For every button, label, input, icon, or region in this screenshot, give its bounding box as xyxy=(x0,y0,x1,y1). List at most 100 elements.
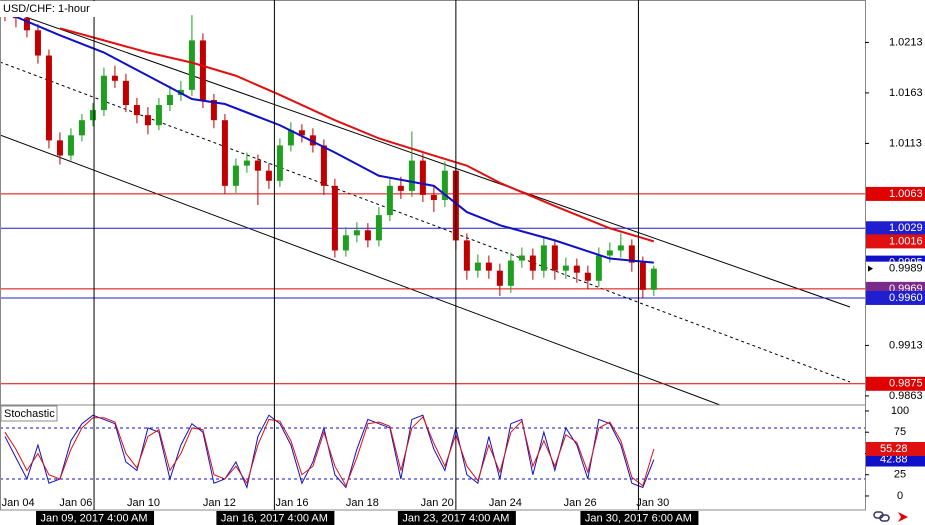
candle-body xyxy=(386,185,393,216)
channel-lower xyxy=(0,134,721,405)
channel-middle xyxy=(0,61,851,383)
candle-body xyxy=(397,185,404,191)
stochastic-panel xyxy=(0,414,865,490)
stochastic-tag: 55.28 xyxy=(880,443,908,455)
x-tick-label: Jan 10 xyxy=(127,497,160,509)
price-tag-box xyxy=(866,221,925,236)
candle-body xyxy=(298,130,305,136)
candle-body xyxy=(287,130,294,146)
candle-body xyxy=(276,145,283,181)
period-label: Jan 16, 2017 4:00 AM xyxy=(221,512,328,524)
stochastic-line xyxy=(4,414,655,490)
candle-body xyxy=(221,120,228,186)
candle-body xyxy=(595,255,602,281)
candle-body xyxy=(199,40,206,100)
price-tag: 0.9989 xyxy=(889,263,923,275)
period-label-box xyxy=(36,511,155,525)
stochastic-tag-box xyxy=(866,452,925,467)
candle-body xyxy=(496,270,503,286)
period-label: Jan 30, 2017 6:00 AM xyxy=(585,512,692,524)
period-label-box xyxy=(216,511,335,525)
x-tick-label: Jan 12 xyxy=(203,497,236,509)
channel-upper xyxy=(0,7,851,308)
price-tag: 0.9960 xyxy=(889,292,923,304)
candle-body xyxy=(144,115,151,126)
moving-average xyxy=(4,11,654,264)
candle-body xyxy=(210,99,217,121)
stochastic-tag: 42.88 xyxy=(880,453,908,465)
indicator-title-box xyxy=(0,405,58,422)
candle-body xyxy=(617,245,624,251)
price-tag-box xyxy=(866,290,925,305)
y-tick-label: 0.9913 xyxy=(889,339,923,351)
candle-body xyxy=(518,255,525,261)
candle-body xyxy=(408,160,415,191)
candle-body xyxy=(540,245,547,271)
price-tag-box xyxy=(866,261,925,276)
chart-title: USD/CHF: 1-hour xyxy=(3,3,90,15)
candle-body xyxy=(463,240,470,271)
x-tick-label: Jan 04 xyxy=(2,497,35,509)
price-tag: 1.0063 xyxy=(889,188,923,200)
candle-body xyxy=(34,30,41,56)
candle-body xyxy=(78,120,85,136)
candle-body xyxy=(606,250,613,256)
candle-body xyxy=(430,194,437,200)
price-tag: 1.0029 xyxy=(889,222,923,234)
candle-body xyxy=(188,40,195,90)
price-tag: 1.0016 xyxy=(889,235,923,247)
y-tick-label: 0 xyxy=(897,490,903,502)
candle-body xyxy=(562,265,569,271)
candle-body xyxy=(331,185,338,251)
period-label-box xyxy=(580,511,699,525)
current-price-pointer xyxy=(868,265,873,272)
candle-body xyxy=(375,215,382,241)
candle-body xyxy=(45,55,52,141)
x-tick-label: Jan 16 xyxy=(275,497,308,509)
candle-body xyxy=(232,165,239,186)
candle-body xyxy=(133,105,140,116)
candle-body xyxy=(67,135,74,156)
candle-body xyxy=(364,230,371,241)
price-tag-box xyxy=(866,376,925,391)
y-tick-label: 1.0113 xyxy=(889,137,922,149)
candle-body xyxy=(507,260,514,286)
period-label: Jan 09, 2017 4:00 AM xyxy=(41,512,148,524)
y-tick-label: 1.0163 xyxy=(889,87,923,99)
x-tick-label: Jan 20 xyxy=(421,497,454,509)
y-tick-label: 0.9863 xyxy=(889,390,923,402)
candle-body xyxy=(441,170,448,200)
y-tick-label: 1.0213 xyxy=(889,36,923,48)
candle-body xyxy=(254,160,261,171)
candle-body xyxy=(573,265,580,273)
x-tick-label: Jan 06 xyxy=(59,497,92,509)
candle-body xyxy=(650,268,657,290)
candle-body xyxy=(166,94,173,106)
stochastic-tag-box xyxy=(866,441,925,456)
price-panel xyxy=(0,3,865,405)
period-label-box xyxy=(397,511,516,525)
candle-body xyxy=(485,262,492,271)
candle-body xyxy=(23,18,30,31)
link-icon-part xyxy=(879,514,890,522)
price-tag-box xyxy=(866,186,925,201)
y-tick-label: 75 xyxy=(894,426,906,438)
candle-body xyxy=(265,170,272,181)
arrow-icon[interactable] xyxy=(898,512,908,522)
candle-body xyxy=(320,145,327,186)
toolbar-icons[interactable] xyxy=(873,511,908,522)
candle-body xyxy=(584,272,591,281)
candle-body xyxy=(309,135,316,146)
candle-body xyxy=(419,160,426,195)
candle-body xyxy=(529,255,536,271)
candle-body xyxy=(155,105,162,126)
title-box xyxy=(0,1,96,17)
candle-body xyxy=(628,245,635,263)
candle-body xyxy=(111,75,118,81)
stochastic-frame xyxy=(0,404,866,511)
x-tick-label: Jan 26 xyxy=(564,497,597,509)
candle-body xyxy=(342,235,349,251)
price-tag-box xyxy=(866,234,925,249)
